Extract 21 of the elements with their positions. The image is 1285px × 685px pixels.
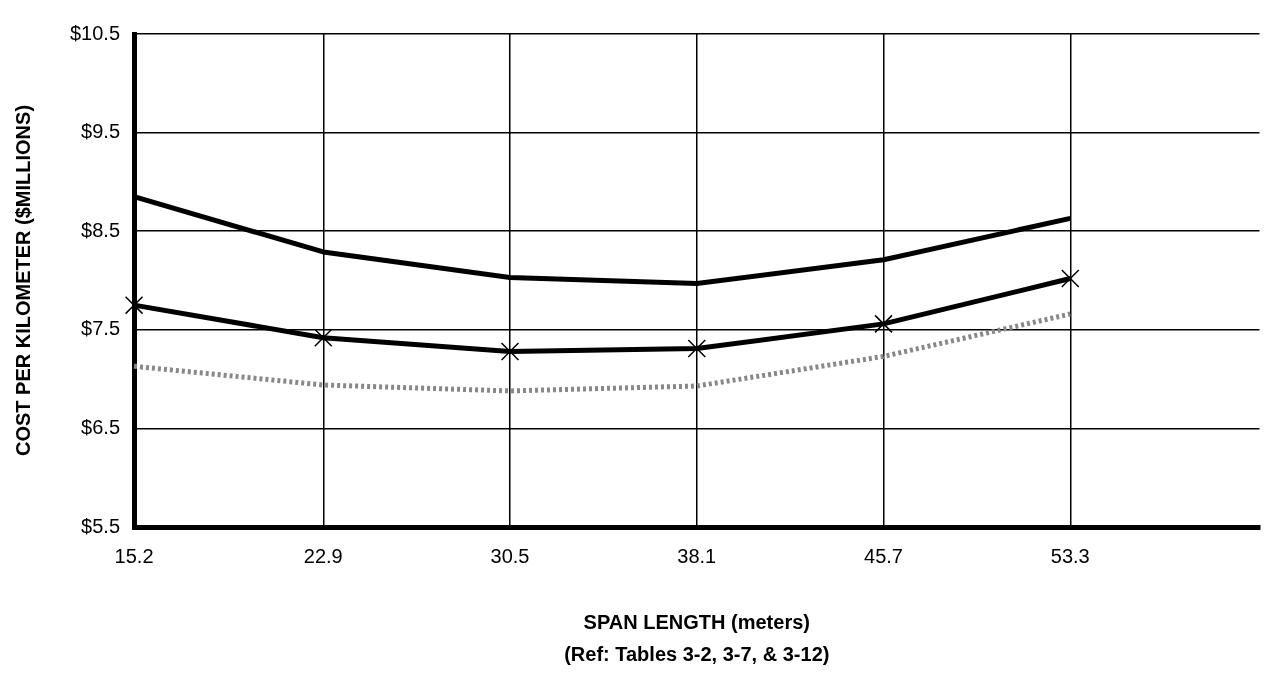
x-tick-label: 53.3	[1050, 544, 1090, 567]
y-tick-label: $7.5	[81, 317, 121, 340]
point	[874, 314, 893, 334]
point	[314, 328, 333, 347]
y-tick-label: $6.5	[81, 415, 121, 438]
x-axis-title: SPAN LENGTH (meters)	[583, 610, 810, 633]
y-axis-title: COST PER KILOMETER ($MILLIONS)	[11, 104, 34, 457]
x-tick-label: 15.2	[114, 544, 154, 567]
x-tick-label: 30.5	[490, 544, 530, 567]
y-tick-label: $9.5	[81, 120, 121, 143]
y-tick-label: $10.5	[69, 21, 121, 44]
point	[687, 339, 707, 358]
x-tick-label: 22.9	[303, 544, 343, 567]
point	[1061, 269, 1080, 288]
y-tick-label: $8.5	[81, 218, 121, 241]
x-tick-label: 38.1	[677, 544, 717, 567]
x-tick-label: 45.7	[864, 544, 903, 567]
text: (Ref: Tables 3-2, 3-7, & 3-12)	[564, 643, 830, 665]
point	[500, 342, 520, 361]
point	[124, 295, 144, 315]
y-tick-label: $5.5	[81, 514, 121, 537]
